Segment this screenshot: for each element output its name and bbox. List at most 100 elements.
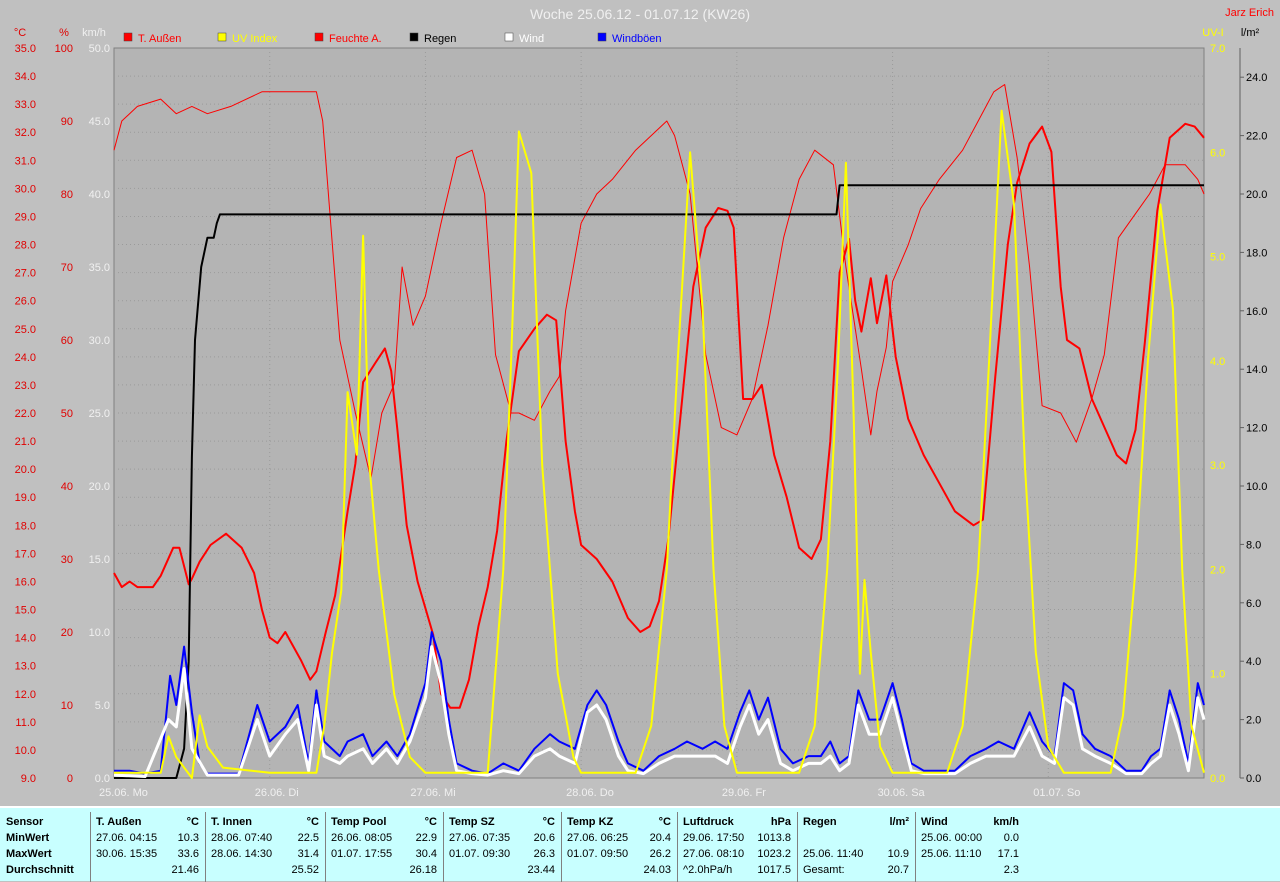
stat-row: 28.06. 07:40 22.5 <box>205 830 325 846</box>
temp-tick-label: 11.0 <box>15 717 36 729</box>
stat-row: 26.06. 08:05 22.9 <box>325 830 443 846</box>
stat-title: Sensor <box>6 816 44 828</box>
stat-row: MinWert <box>0 830 90 846</box>
stat-row: 25.06. 11:40 10.9 <box>797 846 915 862</box>
stat-value: 26.18 <box>409 864 437 876</box>
stat-separator <box>205 812 206 882</box>
humidity-tick-label: 90 <box>61 116 73 128</box>
stat-title: Wind <box>921 816 948 828</box>
stat-separator <box>797 812 798 882</box>
series-uv-index <box>114 109 1205 779</box>
stat-column-t-innen: T. Innen °C 28.06. 07:40 22.5 28.06. 14:30 31… <box>205 814 325 882</box>
stat-row: 27.06. 07:35 20.6 <box>443 830 561 846</box>
stat-value: 10.9 <box>887 848 909 860</box>
uv-tick-label: 6.0 <box>1210 147 1225 159</box>
stat-date: 27.06. 07:35 <box>449 832 511 844</box>
temp-tick-label: 27.0 <box>15 268 36 280</box>
temp-tick-label: 14.0 <box>15 633 36 645</box>
stat-header: Temp KZ °C <box>561 814 677 830</box>
stat-title: Luftdruck <box>683 816 734 828</box>
uv-tick-label: 3.0 <box>1210 460 1225 472</box>
temp-tick-label: 29.0 <box>15 211 36 223</box>
stat-row: MaxWert <box>0 846 90 862</box>
wind-tick-label: 25.0 <box>89 408 110 420</box>
stat-column-sensor: Sensor MinWert MaxWert Durchschnitt <box>0 814 90 882</box>
stat-unit: km/h <box>993 816 1019 828</box>
legend-swatch <box>409 32 419 42</box>
rain-tick-label: 4.0 <box>1246 656 1261 668</box>
rain-tick-label: 22.0 <box>1246 131 1267 143</box>
wind-tick-label: 10.0 <box>89 627 110 639</box>
humidity-tick-label: 50 <box>61 408 73 420</box>
stat-value: 23.44 <box>527 864 555 876</box>
stat-column-temp-pool: Temp Pool °C 26.06. 08:05 22.9 01.07. 17:55 3… <box>325 814 443 882</box>
temp-tick-label: 20.0 <box>15 464 36 476</box>
stat-date: 01.07. 17:55 <box>331 848 393 860</box>
statistics-panel: Sensor MinWert MaxWert Durchschnitt T. Außen… <box>0 806 1280 882</box>
legend-swatch <box>123 32 133 42</box>
stat-row: 2.3 <box>915 862 1025 878</box>
stat-row: 27.06. 06:25 20.4 <box>561 830 677 846</box>
stat-header: Luftdruck hPa <box>677 814 797 830</box>
humidity-tick-label: 0 <box>67 773 73 785</box>
legend-swatch <box>504 32 514 42</box>
stat-row: Durchschnitt <box>0 862 90 878</box>
humidity-tick-label: 100 <box>55 43 73 55</box>
stat-value: 21.46 <box>171 864 199 876</box>
temp-tick-label: 9.0 <box>21 773 36 785</box>
humidity-tick-label: 20 <box>61 627 73 639</box>
stat-value: 31.4 <box>297 848 319 860</box>
temp-tick-label: 28.0 <box>15 240 36 252</box>
stat-value: 33.6 <box>177 848 199 860</box>
stat-unit: °C <box>186 816 199 828</box>
rain-tick-label: 14.0 <box>1246 364 1267 376</box>
stat-separator <box>677 812 678 882</box>
rain-tick-label: 8.0 <box>1246 539 1261 551</box>
rain-tick-label: 6.0 <box>1246 598 1261 610</box>
stat-value: 22.5 <box>297 832 319 844</box>
stat-separator <box>325 812 326 882</box>
day-label: 30.06. Sa <box>878 787 926 799</box>
chart-title: Woche 25.06.12 - 01.07.12 (KW26) <box>530 6 750 22</box>
stat-value: 24.03 <box>643 864 671 876</box>
rain-tick-label: 0.0 <box>1246 773 1261 785</box>
stat-value: 10.3 <box>177 832 199 844</box>
stat-date: 30.06. 15:35 <box>96 848 158 860</box>
humidity-tick-label: 60 <box>61 335 73 347</box>
temp-tick-label: 18.0 <box>15 520 36 532</box>
stat-row: 29.06. 17:50 1013.8 <box>677 830 797 846</box>
rain-tick-label: 20.0 <box>1246 189 1267 201</box>
temp-tick-label: 12.0 <box>15 689 36 701</box>
day-label: 25.06. Mo <box>99 787 148 799</box>
stat-value: 0.0 <box>1003 832 1019 844</box>
temp-tick-label: 30.0 <box>15 183 36 195</box>
humidity-tick-label: 80 <box>61 189 73 201</box>
stat-date: 01.07. 09:30 <box>449 848 511 860</box>
temp-tick-label: 22.0 <box>15 408 36 420</box>
rain-tick-label: 10.0 <box>1246 481 1267 493</box>
stat-header: Sensor <box>0 814 90 830</box>
temp-tick-label: 31.0 <box>15 155 36 167</box>
humidity-axis-label: % <box>59 27 69 39</box>
stat-header: Temp Pool °C <box>325 814 443 830</box>
chart-author: Jarz Erich <box>1225 7 1274 19</box>
stat-row: 25.52 <box>205 862 325 878</box>
series-wind <box>113 645 1206 778</box>
stat-separator <box>90 812 91 882</box>
stat-header: T. Außen °C <box>90 814 205 830</box>
stat-row: 28.06. 14:30 31.4 <box>205 846 325 862</box>
rain-axis-label: l/m² <box>1241 27 1260 39</box>
humidity-tick-label: 30 <box>61 554 73 566</box>
stat-column-wind: Wind km/h 25.06. 00:00 0.0 25.06. 11:10 17.1 2… <box>915 814 1025 882</box>
stat-date: 28.06. 07:40 <box>211 832 273 844</box>
temp-tick-label: 19.0 <box>15 492 36 504</box>
rain-tick-label: 18.0 <box>1246 247 1267 259</box>
stat-value: 17.1 <box>997 848 1019 860</box>
stat-date: 25.06. 11:40 <box>803 848 864 860</box>
stat-separator <box>561 812 562 882</box>
stat-date: 25.06. 00:00 <box>921 832 983 844</box>
stat-date: Gesamt: <box>803 864 845 876</box>
day-label: 27.06. Mi <box>410 787 455 799</box>
temp-axis-label: °C <box>14 27 26 39</box>
stat-row: 01.07. 09:50 26.2 <box>561 846 677 862</box>
